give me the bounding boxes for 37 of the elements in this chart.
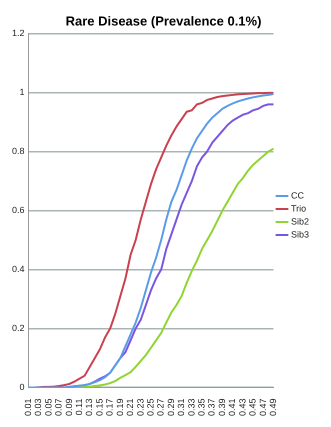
x-tick-label: 0.35: [196, 398, 207, 416]
x-tick-label: 0.09: [64, 398, 74, 416]
x-tick-label: 0.17: [104, 398, 115, 416]
y-tick-label: 0.2: [12, 322, 25, 333]
x-tick-label: 0.13: [84, 398, 94, 416]
x-tick-label: 0.27: [156, 398, 166, 416]
x-tick-label: 0.41: [227, 398, 238, 416]
x-tick-label: 0.45: [248, 398, 258, 416]
x-tick-label: 0.01: [22, 398, 33, 416]
y-tick-label: 0: [19, 382, 25, 392]
x-tick-label: 0.37: [206, 398, 217, 416]
x-tick-label: 0.43: [237, 398, 248, 416]
x-tick-label: 0.21: [125, 398, 136, 416]
y-tick-label: 1.2: [12, 28, 25, 38]
legend-label: Trio: [290, 203, 306, 214]
x-tick-label: 0.39: [216, 398, 227, 416]
x-tick-label: 0.31: [176, 398, 186, 416]
x-tick-label: 0.11: [74, 398, 84, 416]
y-tick-label: 0.8: [12, 146, 25, 156]
y-tick-label: 0.4: [12, 264, 25, 274]
y-tick-label: 0.6: [12, 205, 25, 216]
x-tick-label: 0.15: [94, 398, 104, 416]
x-tick-label: 0.49: [268, 398, 278, 416]
x-tick-label: 0.33: [186, 398, 196, 416]
x-tick-label: 0.07: [54, 398, 64, 416]
x-tick-label: 0.05: [43, 398, 54, 416]
x-tick-label: 0.19: [114, 398, 125, 416]
legend-label: Sib3: [290, 229, 309, 240]
x-tick-label: 0.47: [258, 398, 268, 416]
x-tick-label: 0.29: [166, 398, 176, 416]
legend-label: Sib2: [290, 216, 309, 226]
y-tick-label: 1: [19, 87, 25, 98]
chart-title: Rare Disease (Prevalence 0.1%): [66, 13, 262, 28]
x-tick-label: 0.25: [145, 398, 156, 416]
legend-label: CC: [290, 190, 304, 200]
x-tick-label: 0.23: [135, 398, 146, 416]
x-tick-label: 0.03: [33, 398, 44, 416]
